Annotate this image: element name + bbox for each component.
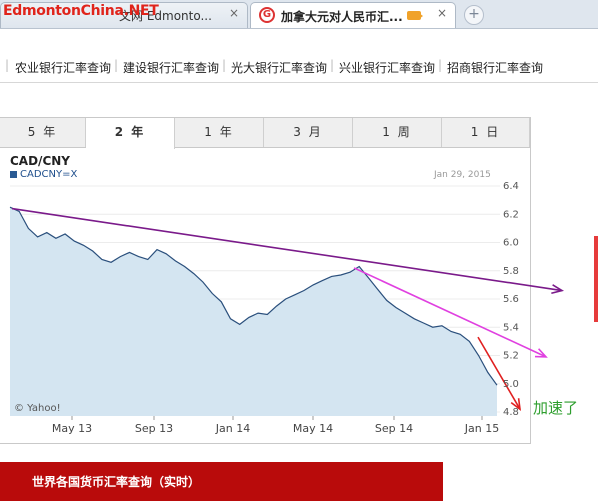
period-tab-1d[interactable]: 1 日 <box>442 118 530 147</box>
period-tab-1y[interactable]: 1 年 <box>175 118 264 147</box>
x-tick-label: Sep 13 <box>135 422 173 435</box>
link-ceb-rate[interactable]: 光大银行汇率查询 <box>231 61 328 75</box>
separator: | <box>114 58 119 72</box>
close-icon[interactable]: × <box>228 6 239 20</box>
period-tab-1w[interactable]: 1 周 <box>353 118 442 147</box>
trendline-arrowhead <box>534 348 548 358</box>
link-ccb-rate[interactable]: 建设银行汇率查询 <box>123 61 220 75</box>
y-tick-label: 6.0 <box>503 238 519 249</box>
y-tick-label: 4.8 <box>503 407 519 418</box>
link-cib-rate[interactable]: 兴业银行汇率查询 <box>339 61 436 75</box>
price-line <box>9 206 498 386</box>
tab-title: 加拿大元对人民币汇... <box>281 10 403 24</box>
y-tick-label: 5.0 <box>503 379 519 390</box>
annotation-text: 加速了 <box>533 399 578 417</box>
period-tab-3m[interactable]: 3 月 <box>264 118 353 147</box>
browser-tab-cad-cny[interactable]: G 加拿大元对人民币汇... × <box>250 2 456 28</box>
bank-link-bar: | 农业银行汇率查询 | 建设银行汇率查询 | 光大银行汇率查询 | 兴业银行汇… <box>0 52 598 83</box>
separator: | <box>5 58 10 72</box>
legend-series-name: CADCNY=X <box>20 169 78 180</box>
trendlines <box>11 207 565 411</box>
x-tick-label: May 14 <box>293 422 333 435</box>
browser-tab-edmonton[interactable]: 文网 Edmonto... × <box>0 2 248 28</box>
trendline-arrowhead <box>551 284 565 295</box>
trendline-arrowhead <box>510 398 522 411</box>
x-tick-label: May 13 <box>52 422 92 435</box>
close-icon[interactable]: × <box>436 6 447 20</box>
y-tick-label: 5.2 <box>503 351 519 362</box>
trendline <box>11 207 563 292</box>
watermark-logo: EdmontonChina.NET <box>3 3 159 19</box>
separator: | <box>330 58 335 72</box>
period-tab-2y[interactable]: 2 年 <box>86 118 175 149</box>
x-tick-label: Sep 14 <box>375 422 413 435</box>
separator: | <box>222 58 227 72</box>
new-tab-button[interactable]: + <box>464 5 484 25</box>
period-tab-5y[interactable]: 5 年 <box>0 118 86 147</box>
camera-icon <box>407 11 423 20</box>
chart-date: Jan 29, 2015 <box>434 170 491 180</box>
legend-swatch <box>10 171 17 178</box>
browser-tab-strip: 文网 Edmonto... × G 加拿大元对人民币汇... × + Edmon… <box>0 0 598 29</box>
y-tick-label: 5.6 <box>503 294 519 305</box>
link-abc-rate[interactable]: 农业银行汇率查询 <box>15 61 112 75</box>
y-axis-ticks: 6.4 6.2 6.0 5.8 5.6 5.4 5.2 5.0 4.8 <box>503 181 519 418</box>
scroll-edge-marker <box>594 236 598 322</box>
site-logo-icon: G <box>259 7 275 23</box>
separator: | <box>438 58 443 72</box>
tab-title: 文网 Edmonto... <box>119 9 212 23</box>
trendline <box>477 336 521 410</box>
x-axis-ticks: May 13 Sep 13 Jan 14 May 14 Sep 14 Jan 15 <box>52 416 499 435</box>
y-tick-label: 6.4 <box>503 181 519 192</box>
y-tick-label: 5.8 <box>503 266 519 277</box>
y-tick-label: 6.2 <box>503 209 519 220</box>
x-tick-label: Jan 15 <box>464 422 499 435</box>
period-tabs: 5 年 2 年 1 年 3 月 1 周 1 日 <box>0 118 530 149</box>
price-area <box>10 207 497 416</box>
link-cmb-rate[interactable]: 招商银行汇率查询 <box>447 61 544 75</box>
currency-section-header[interactable]: 世界各国货币汇率查询（实时） <box>0 462 443 501</box>
chart-title: CAD/CNY <box>10 154 70 168</box>
x-tick-label: Jan 14 <box>215 422 250 435</box>
chart-credit: © Yahoo! <box>14 403 61 414</box>
section-title: 世界各国货币汇率查询（实时） <box>32 475 201 489</box>
chart-legend: CADCNY=X <box>10 169 77 180</box>
trendline <box>353 267 547 358</box>
y-tick-label: 5.4 <box>503 322 519 333</box>
